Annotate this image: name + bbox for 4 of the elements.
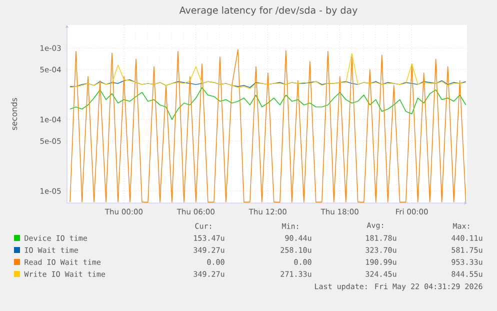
line-series [70, 53, 466, 90]
line-series [70, 87, 466, 120]
y-axis-title: seconds [10, 98, 18, 130]
chart-title: Average latency for /dev/sda - by day [179, 6, 358, 16]
